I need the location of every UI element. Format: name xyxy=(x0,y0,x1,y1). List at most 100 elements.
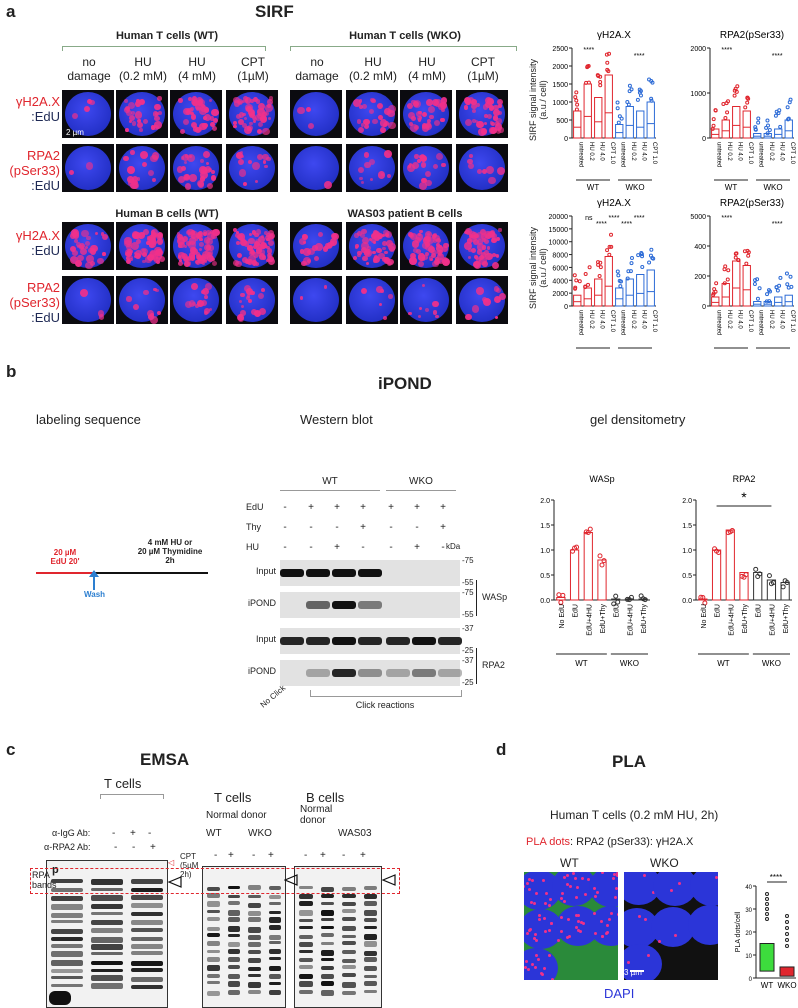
focus-dot xyxy=(86,255,95,263)
gel-band xyxy=(268,981,281,985)
focus-dot xyxy=(496,99,503,106)
focus-dot xyxy=(133,254,137,259)
nucleus xyxy=(403,278,449,322)
micrograph-cell xyxy=(290,222,342,270)
pla-dot xyxy=(543,967,547,971)
condition-line2: (4 mM) xyxy=(408,69,446,83)
gel-band xyxy=(268,901,281,906)
x-tick-label: HU 0.2 xyxy=(726,310,732,329)
micrograph-cell xyxy=(62,222,114,270)
cpt-label: CPT (5µM 2h) xyxy=(180,852,199,879)
outlier-dot xyxy=(774,285,779,290)
dens-dot xyxy=(766,573,772,579)
focus-dot xyxy=(305,106,311,112)
nucleus xyxy=(349,92,397,136)
gel-band xyxy=(207,926,220,931)
focus-dot xyxy=(265,237,270,242)
focus-dot xyxy=(467,159,473,165)
pla-dot xyxy=(586,878,590,882)
outlier-dot xyxy=(765,907,769,911)
nucleus xyxy=(403,92,449,136)
focus-dot xyxy=(185,229,192,236)
focus-dot xyxy=(303,241,307,245)
nucleus xyxy=(65,278,111,322)
gel-band xyxy=(363,974,377,978)
outlier-dot xyxy=(598,74,603,79)
focus-dot xyxy=(196,233,202,240)
focus-dot xyxy=(324,285,328,289)
blot-band xyxy=(306,637,330,645)
focus-dot xyxy=(212,229,220,237)
focus-dot xyxy=(191,121,198,128)
outlier-dot xyxy=(647,260,652,265)
y-tick-label: 1000 xyxy=(690,91,706,98)
pla-nucleus xyxy=(690,872,718,906)
focus-dot xyxy=(208,307,212,311)
gel-band xyxy=(227,981,240,988)
significance-label: **** xyxy=(634,215,645,222)
gel-band xyxy=(248,966,261,971)
y-tick-label: 1.5 xyxy=(540,523,550,530)
pla-scale-label: 3 µm xyxy=(624,968,642,977)
rpa-sign: - xyxy=(114,842,118,853)
gel-band xyxy=(299,934,313,940)
dens-dot xyxy=(698,594,704,600)
focus-dot xyxy=(419,115,423,119)
focus-dot xyxy=(489,105,495,111)
y-tick-label: 0 xyxy=(749,977,753,983)
outlier-dot xyxy=(586,80,591,85)
focus-dot xyxy=(383,150,392,158)
nucleus xyxy=(403,224,450,268)
gel-band xyxy=(91,983,123,989)
gel-band xyxy=(299,893,313,900)
outlier-dot xyxy=(723,264,728,269)
focus-dot xyxy=(267,255,274,263)
focus-dot xyxy=(148,170,155,176)
micrograph-cell xyxy=(116,144,168,192)
focus-dot xyxy=(479,257,487,265)
focus-dot xyxy=(137,119,142,124)
focus-dot xyxy=(476,287,484,295)
focus-dot xyxy=(179,129,185,135)
focus-dot xyxy=(476,242,485,251)
pla-dot xyxy=(545,891,549,895)
outlier-dot xyxy=(598,260,603,265)
focus-dot xyxy=(382,246,386,251)
wb-sign: + xyxy=(388,502,394,513)
outlier-dot xyxy=(573,95,578,100)
gel-band xyxy=(342,958,356,964)
focus-dot xyxy=(83,105,90,112)
micrograph-cell xyxy=(456,90,508,138)
wb-sign: + xyxy=(360,522,366,533)
blot-band xyxy=(332,569,356,577)
group-label: WT xyxy=(575,659,588,668)
focus-dot xyxy=(362,256,368,262)
focus-dot xyxy=(492,253,497,258)
gel-band xyxy=(299,941,313,948)
x-tick-label: untreated xyxy=(757,310,763,335)
gel-band xyxy=(268,894,281,899)
x-tick-label: HU 0.2 xyxy=(630,310,636,329)
box xyxy=(721,119,730,139)
pla-dot xyxy=(576,886,580,890)
focus-dot xyxy=(482,104,488,110)
focus-dot xyxy=(188,300,196,307)
outlier-dot xyxy=(648,253,653,258)
focus-dot xyxy=(244,116,248,121)
micrograph-cell xyxy=(290,144,342,192)
pla-dot xyxy=(565,874,569,877)
pla-dot xyxy=(615,872,618,875)
focus-dot xyxy=(262,153,269,161)
pla-dot xyxy=(581,876,585,880)
y-tick-label: 1000 xyxy=(552,100,568,107)
focus-dot xyxy=(80,288,89,297)
y-tick-label: 0 xyxy=(564,136,568,143)
focus-dot xyxy=(155,232,163,241)
focus-dot xyxy=(483,298,492,307)
condition-label: HU (4 mM) xyxy=(170,55,224,83)
gel-band xyxy=(91,879,123,885)
focus-dot xyxy=(126,109,133,116)
pla-nucleus xyxy=(552,872,597,907)
outlier-dot xyxy=(773,113,778,118)
wt-box xyxy=(759,943,775,972)
